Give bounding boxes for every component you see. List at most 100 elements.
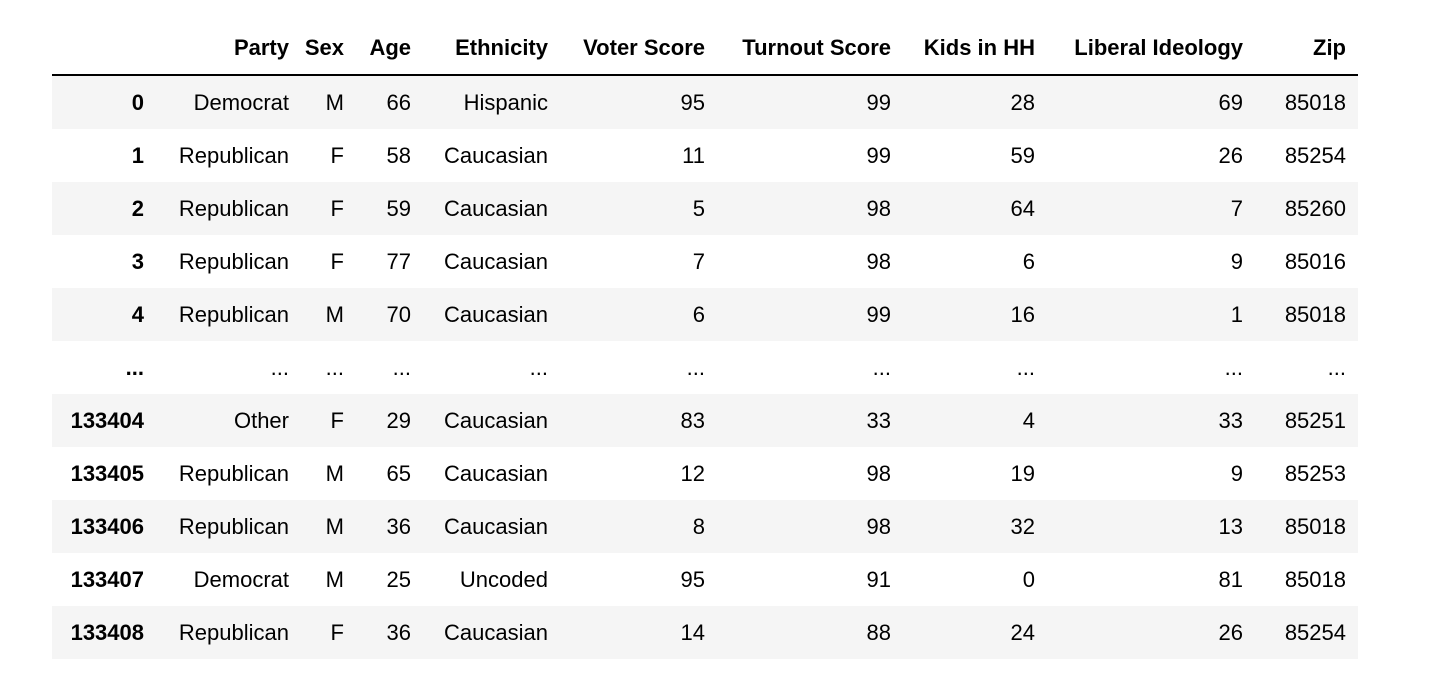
column-header-voter-score: Voter Score: [560, 22, 717, 76]
cell-turnout-score: 99: [866, 142, 891, 168]
cell-age: 70: [386, 301, 411, 327]
ellipsis-row: ..............................: [52, 341, 1358, 394]
cell-zip: 85018: [1284, 301, 1346, 327]
cell-voter-score: 5: [692, 195, 705, 221]
cell-party: Republican: [178, 619, 289, 645]
cell-zip: ...: [1327, 354, 1346, 380]
cell-party: Republican: [178, 142, 289, 168]
cell-zip: 85018: [1284, 566, 1346, 592]
cell-liberal-ideology: 9: [1230, 460, 1243, 486]
cell-liberal-ideology: 1: [1230, 301, 1243, 327]
row-index: 4: [131, 301, 144, 327]
cell-ethnicity: Caucasian: [444, 513, 548, 539]
header-row: Party Sex Age Ethnicity Voter Score Turn…: [52, 22, 1358, 76]
row-index: 133407: [70, 566, 144, 592]
cell-age: 59: [386, 195, 411, 221]
cell-liberal-ideology: 9: [1230, 248, 1243, 274]
cell-sex: ...: [325, 354, 344, 380]
cell-voter-score: 6: [692, 301, 705, 327]
cell-kids-in-hh: 19: [1010, 460, 1035, 486]
cell-voter-score: 12: [680, 460, 705, 486]
cell-age: 77: [386, 248, 411, 274]
cell-zip: 85251: [1284, 407, 1346, 433]
cell-ethnicity: Hispanic: [463, 89, 548, 115]
row-index: 3: [131, 248, 144, 274]
table-row: 1 Republican F 58 Caucasian 11 99 59 26 85254: [52, 129, 1358, 182]
cell-zip: 85254: [1284, 619, 1346, 645]
cell-zip: 85018: [1284, 513, 1346, 539]
cell-kids-in-hh: 6: [1022, 248, 1035, 274]
cell-ethnicity: Caucasian: [444, 301, 548, 327]
cell-ethnicity: Caucasian: [444, 619, 548, 645]
cell-zip: 85254: [1284, 142, 1346, 168]
cell-zip: 85253: [1284, 460, 1346, 486]
cell-kids-in-hh: 32: [1010, 513, 1035, 539]
column-header-kids-in-hh: Kids in HH: [903, 22, 1047, 76]
cell-party: Democrat: [193, 566, 289, 592]
table-body: 0 Democrat M 66 Hispanic 95 99 28 69 85018 1 Republ…: [52, 75, 1358, 659]
cell-liberal-ideology: 69: [1218, 89, 1243, 115]
cell-age: 29: [386, 407, 411, 433]
cell-sex: F: [330, 248, 344, 274]
cell-kids-in-hh: ...: [1016, 354, 1035, 380]
cell-party: Republican: [178, 513, 289, 539]
table-row: 2 Republican F 59 Caucasian 5 98 64 7 85260: [52, 182, 1358, 235]
cell-voter-score: 95: [680, 566, 705, 592]
row-index: 133405: [70, 460, 144, 486]
table-row: 3 Republican F 77 Caucasian 7 98 6 9 85016: [52, 235, 1358, 288]
cell-party: ...: [270, 354, 289, 380]
row-index: 1: [131, 142, 144, 168]
cell-liberal-ideology: 26: [1218, 142, 1243, 168]
cell-sex: F: [330, 195, 344, 221]
column-header-party: Party: [156, 22, 301, 76]
cell-age: 36: [386, 513, 411, 539]
cell-ethnicity: ...: [529, 354, 548, 380]
cell-sex: M: [325, 89, 344, 115]
cell-sex: F: [330, 142, 344, 168]
cell-voter-score: 95: [680, 89, 705, 115]
cell-kids-in-hh: 16: [1010, 301, 1035, 327]
cell-turnout-score: 98: [866, 248, 891, 274]
cell-kids-in-hh: 64: [1010, 195, 1035, 221]
cell-kids-in-hh: 0: [1022, 566, 1035, 592]
cell-sex: M: [325, 460, 344, 486]
row-index: ...: [125, 354, 144, 380]
dataframe-table: Party Sex Age Ethnicity Voter Score Turn…: [52, 22, 1358, 659]
cell-party: Republican: [178, 248, 289, 274]
cell-zip: 85016: [1284, 248, 1346, 274]
cell-liberal-ideology: 81: [1218, 566, 1243, 592]
cell-turnout-score: 33: [866, 407, 891, 433]
cell-sex: F: [330, 619, 344, 645]
cell-turnout-score: 99: [866, 301, 891, 327]
column-header-zip: Zip: [1255, 22, 1358, 76]
cell-liberal-ideology: 26: [1218, 619, 1243, 645]
cell-turnout-score: 98: [866, 513, 891, 539]
cell-voter-score: ...: [686, 354, 705, 380]
cell-turnout-score: 91: [866, 566, 891, 592]
cell-kids-in-hh: 4: [1022, 407, 1035, 433]
cell-turnout-score: 98: [866, 460, 891, 486]
column-header-age: Age: [356, 22, 423, 76]
cell-turnout-score: 88: [866, 619, 891, 645]
column-header-ethnicity: Ethnicity: [423, 22, 560, 76]
cell-age: 36: [386, 619, 411, 645]
cell-kids-in-hh: 59: [1010, 142, 1035, 168]
cell-kids-in-hh: 24: [1010, 619, 1035, 645]
cell-ethnicity: Caucasian: [444, 407, 548, 433]
cell-liberal-ideology: 7: [1230, 195, 1243, 221]
index-header: [52, 22, 156, 76]
cell-age: 25: [386, 566, 411, 592]
dataframe-output: Party Sex Age Ethnicity Voter Score Turn…: [52, 22, 1358, 659]
cell-zip: 85260: [1284, 195, 1346, 221]
row-index: 133408: [70, 619, 144, 645]
cell-sex: F: [330, 407, 344, 433]
cell-age: 58: [386, 142, 411, 168]
cell-ethnicity: Caucasian: [444, 248, 548, 274]
cell-liberal-ideology: 33: [1218, 407, 1243, 433]
cell-age: ...: [392, 354, 411, 380]
cell-party: Democrat: [193, 89, 289, 115]
cell-turnout-score: ...: [872, 354, 891, 380]
cell-age: 65: [386, 460, 411, 486]
row-index: 133404: [70, 407, 144, 433]
row-index: 2: [131, 195, 144, 221]
